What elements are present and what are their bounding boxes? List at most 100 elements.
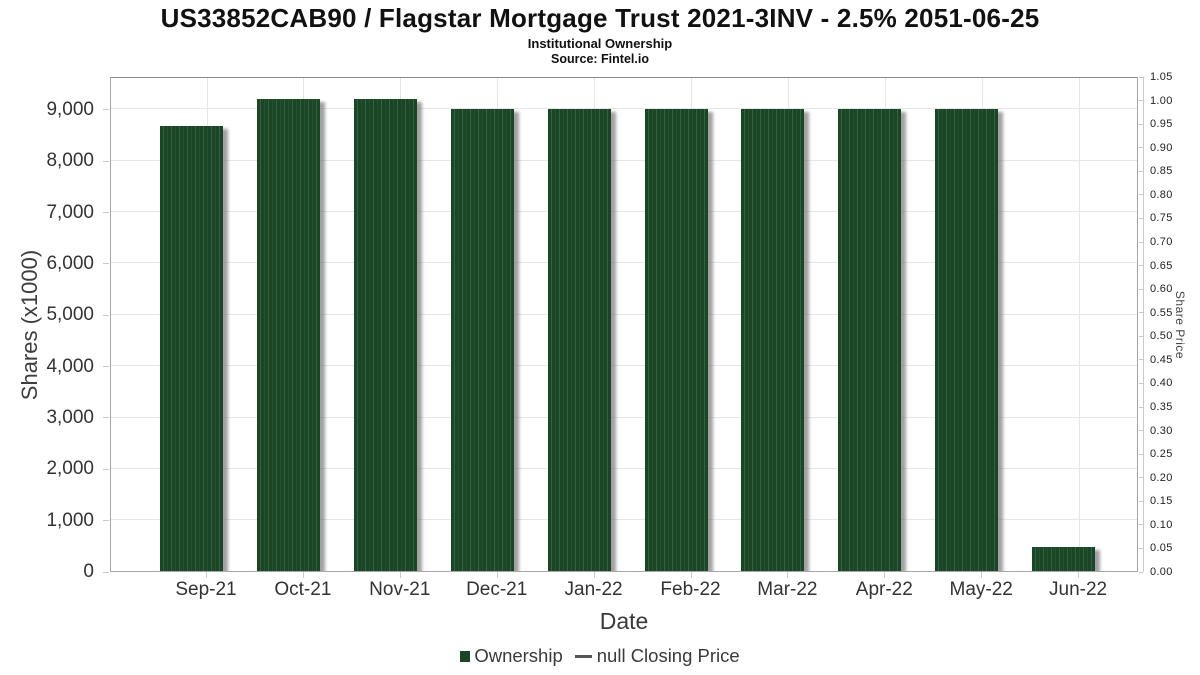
y-tick-label: 4,000 [46,355,94,377]
y2-tick-mark [1139,170,1143,172]
ownership-bar[interactable] [644,109,708,571]
chart-source: Source: Fintel.io [551,52,649,66]
ownership-bar[interactable] [935,109,999,571]
x-tick-mark [206,572,207,578]
chart-subtitle: Institutional Ownership [527,36,673,51]
y2-axis-title: Share Price [1173,290,1187,360]
x-tick-label: Feb-22 [660,579,721,600]
y2-tick-mark [1139,382,1143,384]
h-gridline [111,467,1137,469]
ownership-swatch-icon [460,650,471,662]
x-tick-label: Nov-21 [369,579,431,600]
y2-tick-label: 0.70 [1150,236,1173,248]
plot-area [110,77,1138,572]
y2-tick-label: 0.75 [1150,212,1173,225]
legend-label-ownership: Ownership [474,645,563,666]
y2-tick-mark [1139,241,1143,243]
y2-axis-spine [1143,77,1144,572]
y-tick-mark [103,109,109,111]
h-gridline [111,365,1137,367]
y-tick-mark [103,417,109,419]
legend-label-closing-price: null Closing Price [596,645,740,666]
y2-tick-mark [1139,100,1143,102]
ownership-bar[interactable] [547,109,611,571]
y2-tick-mark [1139,453,1143,455]
y-tick-mark [103,314,109,316]
x-tick-label: Apr-22 [855,579,913,600]
y2-tick-label: 0.40 [1150,377,1173,390]
y-tick-mark [103,212,109,214]
y-tick-label: 6,000 [46,252,94,274]
y-tick-mark [103,160,109,162]
y-tick-label: 0 [83,561,94,582]
y2-tick-label: 0.20 [1150,471,1173,484]
x-tick-label: Jan-22 [564,579,623,600]
y-tick-label: 3,000 [46,406,94,428]
x-tick-mark [399,572,401,578]
y2-tick-label: 0.10 [1150,518,1173,531]
x-tick-mark [690,572,692,578]
y-tick-label: 9,000 [46,98,94,120]
y-tick-mark [103,571,109,573]
y-tick-label: 8,000 [46,150,94,172]
x-tick-label: Mar-22 [757,579,818,600]
y2-tick-mark [1139,76,1143,78]
y2-tick-label: 0.85 [1150,165,1173,178]
y-tick-label: 7,000 [46,201,94,223]
y2-tick-mark [1139,477,1143,479]
y2-tick-label: 0.35 [1150,401,1173,413]
x-tick-mark [884,572,886,578]
y2-tick-mark [1139,217,1143,219]
y2-tick-label: 0.15 [1150,495,1173,508]
y-tick-label: 5,000 [46,304,94,326]
y2-tick-label: 0.55 [1150,306,1173,319]
ownership-bar[interactable] [838,109,902,571]
page-title: US33852CAB90 / Flagstar Mortgage Trust 2… [160,3,1040,33]
y2-tick-mark [1139,406,1143,408]
y2-tick-mark [1139,312,1143,314]
ownership-bar[interactable] [353,99,417,571]
y-tick-mark [103,263,109,265]
x-tick-label: Jun-22 [1049,579,1108,600]
x-axis-title: Date [599,608,649,634]
y-tick-mark [103,468,109,470]
y2-tick-label: 0.60 [1150,283,1173,296]
h-gridline [111,519,1137,521]
y2-tick-label: 0.30 [1150,424,1173,437]
x-tick-mark [302,572,304,578]
v-gridline [1078,78,1080,571]
x-tick-mark [496,572,498,578]
h-gridline [111,313,1137,315]
y2-tick-label: 0.25 [1150,448,1173,461]
x-tick-mark [981,572,983,578]
y2-tick-label: 0.90 [1150,141,1173,154]
ownership-bar[interactable] [160,126,223,571]
legend: Ownership null Closing Price [0,645,1200,667]
closing-price-line-icon [574,654,592,658]
ownership-bar[interactable] [741,109,805,571]
ownership-bar[interactable] [450,109,514,571]
y2-tick-mark [1139,571,1143,573]
y-tick-mark [103,520,109,522]
y-tick-label: 1,000 [46,509,94,531]
x-tick-mark [787,572,789,578]
y2-tick-label: 0.80 [1150,188,1173,201]
x-tick-label: Dec-21 [466,579,528,600]
y2-tick-mark [1139,359,1143,361]
y2-tick-mark [1139,335,1143,337]
y-tick-label: 2,000 [46,458,94,480]
legend-item-closing-price[interactable]: null Closing Price [574,645,740,667]
x-tick-label: May-22 [949,579,1013,600]
y-tick-mark [103,366,109,368]
x-tick-mark [1078,572,1080,578]
y2-tick-mark [1139,500,1143,502]
ownership-bar[interactable] [256,99,320,571]
y2-tick-mark [1139,147,1143,149]
ownership-bar[interactable] [1032,547,1096,571]
x-tick-label: Oct-21 [274,579,332,600]
legend-item-ownership[interactable]: Ownership [460,645,563,667]
y2-tick-mark [1139,547,1143,549]
y2-tick-mark [1139,265,1143,267]
y2-tick-label: 0.05 [1150,542,1173,555]
